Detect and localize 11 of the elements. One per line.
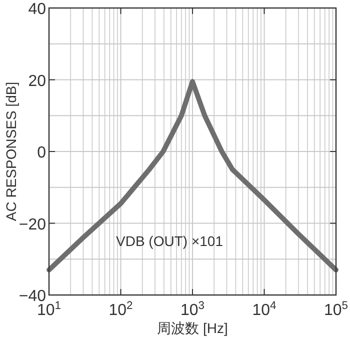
x-tick-label: 10$^{2}$ [108, 300, 133, 319]
y-tick-label: −20 [18, 216, 46, 234]
x-tick-label: 10$^{3}$ [180, 300, 205, 319]
x-axis-title: 周波数 [Hz] [157, 320, 228, 336]
x-tick-label: 10$^{4}$ [252, 300, 276, 319]
x-tick-label: 10$^{5}$ [324, 300, 348, 319]
y-tick-label: 0 [37, 144, 46, 162]
y-tick-label: 20 [28, 72, 46, 90]
y-tick-label: 40 [28, 1, 46, 18]
y-axis-title: AC RESPONSES [dB] [3, 82, 19, 222]
annotation: VDB (OUT) ×101 [116, 233, 224, 250]
